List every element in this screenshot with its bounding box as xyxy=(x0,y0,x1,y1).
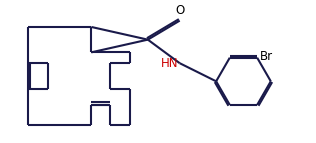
Text: O: O xyxy=(175,4,184,17)
Text: Br: Br xyxy=(259,50,273,63)
Text: HN: HN xyxy=(161,57,178,70)
